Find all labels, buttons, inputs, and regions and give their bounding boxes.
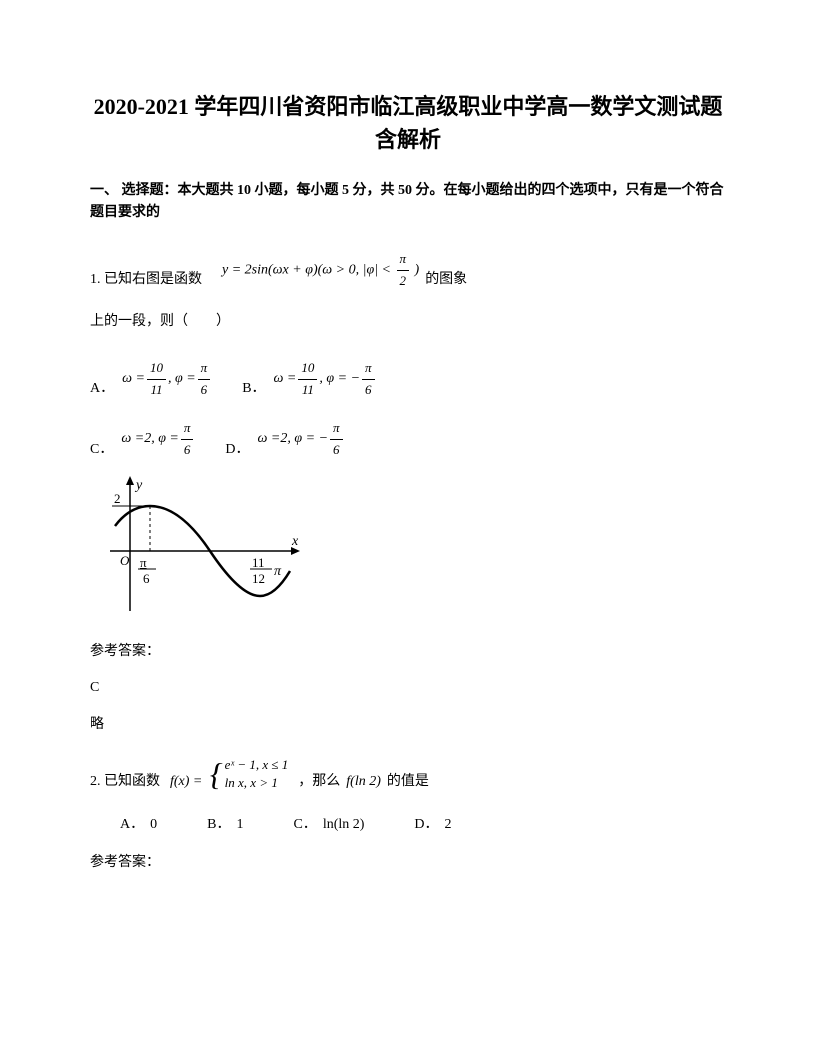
piecewise: { eˣ − 1, x ≤ 1 ln x, x > 1 bbox=[210, 756, 288, 792]
pi-over-2: π 2 bbox=[397, 249, 410, 292]
q2-middle: ，那么 bbox=[298, 771, 340, 793]
q2-options: A． 0 B． 1 C． ln(ln 2) D． 2 bbox=[120, 814, 726, 836]
option-d-formula: ω = 2 , φ = − π6 bbox=[258, 418, 345, 461]
q2-prefix: 2. 已知函数 bbox=[90, 771, 160, 793]
y-axis-label: y bbox=[134, 478, 143, 493]
option-a-formula: ω = 1011 , φ = π6 bbox=[122, 358, 212, 401]
q2-option-d: D． 2 bbox=[414, 814, 451, 836]
x-axis-label: x bbox=[291, 534, 299, 549]
q2-option-a: A． 0 bbox=[120, 814, 157, 836]
sine-graph-svg: y 2 O x π 6 11 12 π bbox=[100, 471, 310, 621]
q1-prefix: 1. 已知右图是函数 bbox=[90, 269, 202, 291]
y-tick-2: 2 bbox=[114, 491, 121, 506]
q1-options-ab: A． ω = 1011 , φ = π6 B． ω = 1011 , φ = −… bbox=[90, 358, 726, 401]
option-c-formula: ω = 2 , φ = π6 bbox=[121, 418, 195, 461]
q2-option-b: B． 1 bbox=[207, 814, 243, 836]
q2-suffix: 的值是 bbox=[387, 771, 429, 793]
sine-graph: y 2 O x π 6 11 12 π bbox=[100, 471, 726, 621]
q2-arg: f(ln 2) bbox=[346, 771, 381, 793]
q2-func: f(x) = { eˣ − 1, x ≤ 1 ln x, x > 1 bbox=[170, 756, 292, 794]
q2-answer-label: 参考答案： bbox=[90, 852, 726, 874]
x-tick1-num: π bbox=[140, 555, 147, 570]
option-b-formula: ω = 1011 , φ = − π6 bbox=[274, 358, 377, 401]
q1-formula: y = 2sin(ωx + φ)(ω > 0, |φ| < π 2 ) bbox=[222, 249, 419, 292]
x-tick1-den: 6 bbox=[143, 571, 150, 586]
q1-suffix: 的图象 bbox=[425, 269, 467, 291]
q1-line2: 上的一段，则（ ） bbox=[90, 311, 726, 333]
q2-line: 2. 已知函数 f(x) = { eˣ − 1, x ≤ 1 ln x, x >… bbox=[90, 756, 726, 794]
x-tick2-den: 12 bbox=[252, 571, 265, 586]
section-header: 一、 选择题：本大题共 10 小题，每小题 5 分，共 50 分。在每小题给出的… bbox=[90, 180, 726, 225]
q1-options-cd: C． ω = 2 , φ = π6 D． ω = 2 , φ = − π6 bbox=[90, 418, 726, 461]
option-b-label: B． bbox=[242, 378, 265, 400]
q1-line1: 1. 已知右图是函数 y = 2sin(ωx + φ)(ω > 0, |φ| <… bbox=[90, 249, 726, 292]
q1-answer-label: 参考答案： bbox=[90, 641, 726, 663]
option-d-label: D． bbox=[225, 439, 249, 461]
q2-option-c: C． ln(ln 2) bbox=[293, 814, 364, 836]
x-tick2-pi: π bbox=[274, 564, 282, 579]
option-c-label: C． bbox=[90, 439, 113, 461]
option-a-label: A． bbox=[90, 378, 114, 400]
q1-brief: 略 bbox=[90, 714, 726, 736]
origin-label: O bbox=[120, 553, 130, 568]
x-tick2-num: 11 bbox=[252, 555, 265, 570]
page-title: 2020-2021 学年四川省资阳市临江高级职业中学高一数学文测试题含解析 bbox=[90, 90, 726, 156]
q1-answer: C bbox=[90, 677, 726, 699]
